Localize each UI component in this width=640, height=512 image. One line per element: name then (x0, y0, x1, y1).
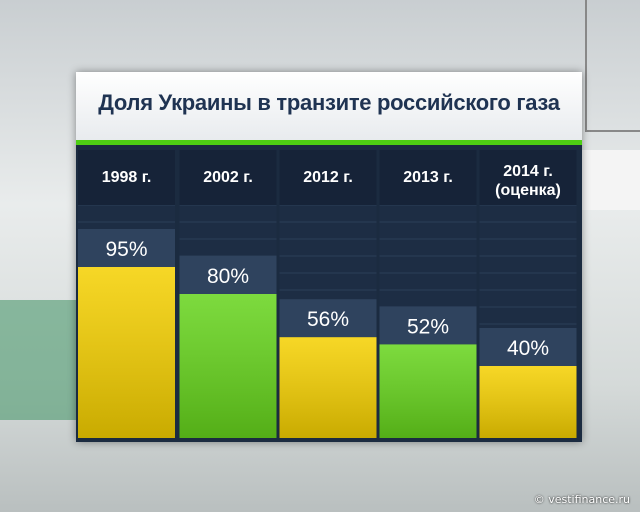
bar-shade (179, 294, 277, 438)
header-cell (78, 150, 175, 205)
chart-title: Доля Украины в транзите российского газа (98, 90, 560, 115)
title-box: Доля Украины в транзите российского газа (76, 72, 582, 145)
category-label: 2002 г. (203, 169, 253, 186)
bar-shade (479, 366, 577, 438)
category-line: 2014 г. (503, 163, 553, 180)
label-band (179, 256, 277, 294)
value-label: 40% (507, 337, 549, 360)
bar-shade (78, 267, 175, 438)
label-band (479, 328, 577, 366)
category-label: 2012 г. (303, 169, 353, 186)
value-label: 56% (307, 308, 349, 331)
background-frame (585, 0, 640, 132)
source: © vestifinance.ru (533, 493, 630, 506)
category-line: (оценка) (495, 182, 561, 199)
label-band (379, 306, 477, 345)
bar-shade (379, 344, 477, 438)
background-panel (0, 300, 78, 420)
header-cell (379, 150, 477, 205)
header-cell (179, 150, 277, 205)
category-label: 2014 г. (оценка) (495, 163, 561, 199)
category-label: 1998 г. (102, 169, 152, 186)
background-panel (580, 150, 640, 210)
category-label: 2013 г. (403, 169, 453, 186)
header-cell (279, 150, 377, 205)
bar-shade (279, 337, 377, 438)
value-label: 52% (407, 315, 449, 338)
label-band (279, 299, 377, 338)
header-cell (479, 150, 577, 205)
value-label: 95% (105, 238, 147, 261)
value-label: 80% (207, 265, 249, 288)
label-band (78, 229, 175, 267)
